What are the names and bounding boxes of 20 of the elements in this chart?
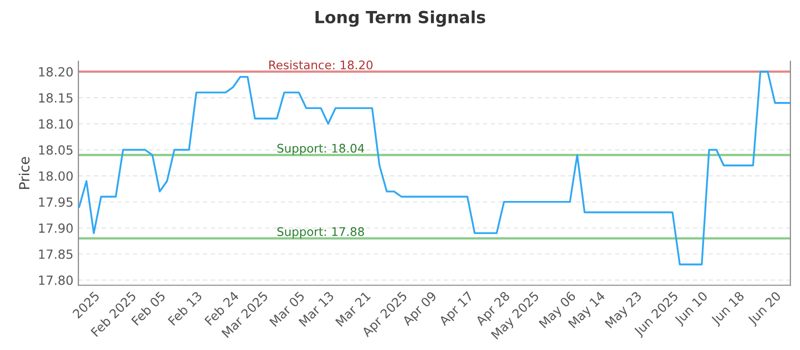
y-tick-label: 18.05 [39, 145, 72, 155]
y-tick-label: 17.80 [39, 276, 73, 285]
ref-line-label: Support: 18.04 [277, 144, 364, 156]
line-series [78, 70, 790, 266]
y-tick-label: 17.90 [39, 223, 73, 233]
x-tick-label: Feb 13 [167, 290, 202, 326]
x-tick-label: Apr 17 [438, 291, 476, 328]
ref-line-label: Support: 17.88 [277, 227, 364, 238]
chart-title: Long Term Signals [316, 10, 486, 27]
x-tick-label: Jun 20 [746, 290, 783, 327]
y-tick-label: 18.00 [39, 171, 73, 181]
x-tick-label: Mar 21 [335, 291, 371, 327]
y-tick-label: 17.95 [39, 197, 72, 207]
y-axis-title: Price [18, 157, 30, 189]
y-tick-label: 18.20 [39, 67, 73, 77]
y-tick-label: 18.10 [39, 119, 73, 129]
x-tick-label: Jun 18 [710, 290, 746, 327]
y-tick-label: 17.85 [39, 249, 72, 259]
ref-line-label: Resistance: 18.20 [269, 60, 372, 70]
y-tick-label: 18.15 [39, 93, 72, 103]
